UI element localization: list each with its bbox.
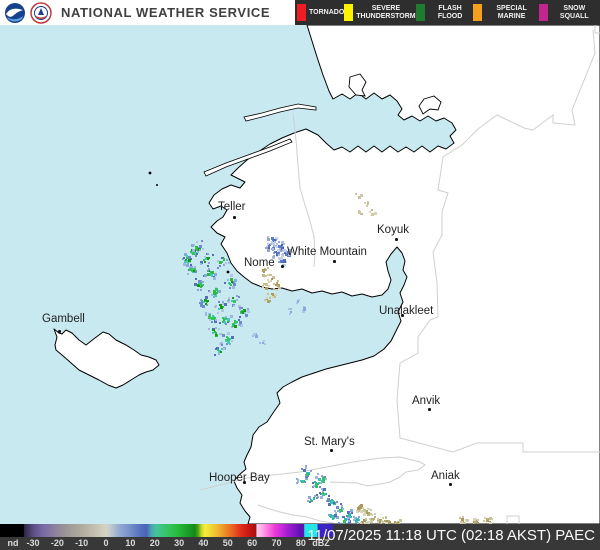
small-island xyxy=(226,270,230,274)
legend-label: SPECIAL MARINE xyxy=(496,4,527,20)
legend-swatch xyxy=(344,4,354,21)
barrier-spit-south xyxy=(203,138,293,177)
scale-label-50: 50 xyxy=(222,538,233,548)
zone-boundaries xyxy=(199,25,600,524)
barrier-spit-north xyxy=(243,103,317,122)
scale-label-60: 60 xyxy=(247,538,258,548)
legend-swatch xyxy=(472,4,482,21)
scale-label-30: 30 xyxy=(174,538,185,548)
st-lawrence-island-shape xyxy=(53,328,160,389)
small-island xyxy=(148,171,152,175)
legend-item-severe-thunderstorm: SEVERE THUNDERSTORM xyxy=(344,4,416,21)
reflectivity-colorbar xyxy=(0,524,333,537)
legend-label: SNOW SQUALL xyxy=(559,4,589,20)
scale-label-10: 10 xyxy=(125,538,136,548)
legend-item-tornado: TORNADO xyxy=(297,4,344,21)
legend-item-flash-flood: FLASH FLOOD xyxy=(415,4,473,21)
app-title: NATIONAL WEATHER SERVICE xyxy=(61,5,271,20)
nws-logo xyxy=(30,1,52,24)
legend-swatch xyxy=(297,4,306,21)
scale-label-70: 70 xyxy=(271,538,282,548)
bay-island-east xyxy=(418,95,442,115)
legend-label: FLASH FLOOD xyxy=(437,4,463,20)
noaa-logo xyxy=(5,2,25,23)
scale-labels: nd -30 -20 -10 0 10 20 30 40 50 60 70 80 dBZ xyxy=(0,537,340,550)
scale-label-40: 40 xyxy=(198,538,209,548)
brand: NATIONAL WEATHER SERVICE xyxy=(4,0,270,25)
legend-swatch xyxy=(538,4,548,21)
basemap xyxy=(53,25,600,524)
small-island xyxy=(156,184,158,186)
legend-label: TORNADO xyxy=(309,8,345,16)
scale-label-nd: nd xyxy=(7,538,19,548)
legend-label: SEVERE THUNDERSTORM xyxy=(356,4,416,20)
legend-item-special-marine: SPECIAL MARINE xyxy=(472,4,539,21)
radar-map[interactable]: Teller Koyuk White Mountain Nome Unalakleet G… xyxy=(0,25,600,524)
scale-label--20: -20 xyxy=(50,538,64,548)
bay-island-west xyxy=(348,73,367,97)
scale-label-20: 20 xyxy=(149,538,160,548)
scale-bar: nd -30 -20 -10 0 10 20 30 40 50 60 70 80 dBZ 11/07/20… xyxy=(0,524,600,550)
legend-item-snow-squall: SNOW SQUALL xyxy=(538,4,598,21)
warning-legend: TORNADO SEVERE THUNDERSTORM FLASH FLOOD SPE… xyxy=(295,0,600,25)
scale-label-dBZ: dBZ xyxy=(312,538,330,548)
scale-label--30: -30 xyxy=(26,538,40,548)
header-bar: NATIONAL WEATHER SERVICE TORNADO SEVERE T… xyxy=(0,0,600,25)
scale-label-0: 0 xyxy=(103,538,109,548)
mainland-shape xyxy=(208,25,600,524)
timestamp: 11/07/2025 11:18 UTC (02:18 AKST) PAEC xyxy=(307,527,595,544)
scale-label-80: 80 xyxy=(295,538,306,548)
scale-label--10: -10 xyxy=(75,538,89,548)
legend-swatch xyxy=(415,4,425,21)
